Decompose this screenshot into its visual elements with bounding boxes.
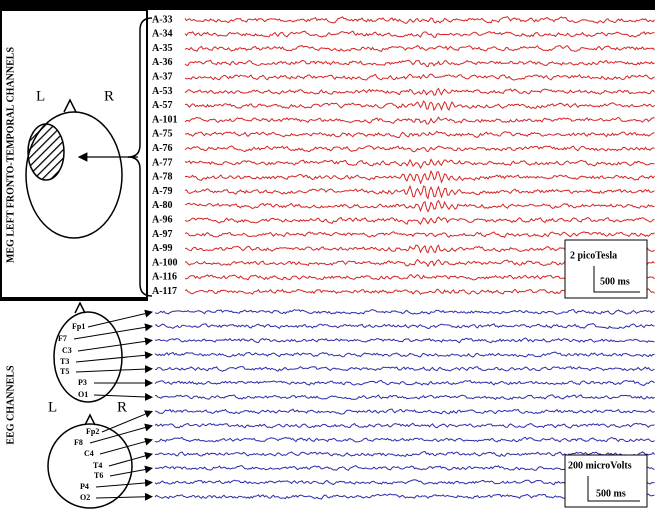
channel-label: A-116 xyxy=(152,272,177,283)
arrow xyxy=(77,337,153,352)
trace xyxy=(184,16,655,24)
arrow xyxy=(73,323,153,340)
trace xyxy=(184,130,655,139)
eeg-side-left: L xyxy=(48,399,57,415)
eeg-section-label: EEG CHANNELS xyxy=(5,365,16,445)
eeg-scale-time: 500 ms xyxy=(596,488,626,499)
channel-label: F8 xyxy=(74,438,83,447)
trace xyxy=(184,216,655,225)
arrow xyxy=(95,478,153,488)
trace xyxy=(154,379,655,386)
trace xyxy=(184,59,655,68)
channel-label: A-101 xyxy=(152,114,178,125)
scale-bar xyxy=(593,266,640,293)
trace xyxy=(154,323,655,330)
channel-label: T5 xyxy=(60,367,69,376)
region xyxy=(27,123,65,181)
channel-label: T6 xyxy=(94,471,103,480)
trace xyxy=(184,184,655,200)
trace xyxy=(184,169,655,185)
meg-scale-box xyxy=(564,239,648,299)
trace xyxy=(184,231,655,238)
trace xyxy=(154,351,655,358)
channel-label: A-36 xyxy=(152,57,173,68)
eeg-side-right: R xyxy=(117,399,127,415)
head xyxy=(25,111,123,239)
nose xyxy=(84,413,96,426)
arrow xyxy=(99,437,153,455)
arrow xyxy=(75,351,153,363)
eeg-scale-box xyxy=(564,454,648,508)
head xyxy=(53,311,123,403)
trace xyxy=(184,199,655,213)
channel-label: O1 xyxy=(78,390,88,399)
channel-label: A-78 xyxy=(152,172,173,183)
channel-label: O2 xyxy=(80,493,90,502)
channel-label: A-96 xyxy=(152,214,173,225)
arrow xyxy=(75,365,153,374)
channel-label: C3 xyxy=(62,346,72,355)
channel-label: C4 xyxy=(84,449,94,458)
channel-label: T4 xyxy=(93,461,102,470)
channel-label: A-80 xyxy=(152,200,173,211)
arrow xyxy=(101,410,153,433)
trace xyxy=(184,116,655,125)
arrow xyxy=(108,452,153,467)
meg-side-right: R xyxy=(104,88,114,104)
channel-label: A-79 xyxy=(152,186,173,197)
scale-bar xyxy=(587,476,640,502)
channel-label: A-33 xyxy=(152,14,173,25)
channel-label: A-99 xyxy=(152,243,173,254)
top-bar xyxy=(0,0,655,10)
channel-label: P4 xyxy=(80,482,89,491)
trace xyxy=(184,30,655,38)
channel-label: A-77 xyxy=(152,157,173,168)
nose xyxy=(63,98,77,113)
channel-label: A-53 xyxy=(152,86,173,97)
channel-label: A-75 xyxy=(152,129,173,140)
channel-label: Fp1 xyxy=(72,322,85,331)
brace xyxy=(127,17,153,297)
meg-panel xyxy=(0,9,148,299)
trace xyxy=(184,145,655,153)
arrow xyxy=(93,392,153,401)
trace xyxy=(154,337,655,344)
arrow xyxy=(87,309,153,328)
channel-label: A-117 xyxy=(152,286,177,297)
meg-scale-amplitude: 2 picoTesla xyxy=(570,250,617,261)
trace xyxy=(184,100,655,112)
channel-label: Fp2 xyxy=(86,427,99,436)
channel-label: A-37 xyxy=(152,71,173,82)
trace xyxy=(184,158,655,170)
trace xyxy=(154,422,655,429)
channel-label: A-97 xyxy=(152,229,173,240)
trace xyxy=(154,366,655,372)
nose xyxy=(74,301,86,314)
trace xyxy=(184,87,655,96)
channel-label: A-100 xyxy=(152,257,178,268)
eeg-scale-amplitude: 200 microVolts xyxy=(568,460,632,471)
channel-label: A-76 xyxy=(152,143,173,154)
trace xyxy=(184,73,655,81)
meg-scale-time: 500 ms xyxy=(600,276,630,287)
head xyxy=(47,423,133,509)
channel-label: P3 xyxy=(78,378,87,387)
trace xyxy=(184,44,655,52)
trace xyxy=(154,309,655,315)
meg-section-label: MEG LEFT FRONTO-TEMPORAL CHANNELS xyxy=(5,47,16,263)
arrow xyxy=(95,492,153,501)
channel-label: A-35 xyxy=(152,43,173,54)
trace xyxy=(154,436,655,443)
arrow xyxy=(109,465,153,477)
trace xyxy=(154,394,655,400)
channel-label: T3 xyxy=(60,357,69,366)
trace xyxy=(154,450,655,457)
channel-label: A-34 xyxy=(152,29,173,40)
arrow xyxy=(89,423,153,444)
channel-label: A-57 xyxy=(152,100,173,111)
channel-label: F7 xyxy=(58,334,67,343)
trace xyxy=(154,408,655,415)
meg-side-left: L xyxy=(36,88,45,104)
